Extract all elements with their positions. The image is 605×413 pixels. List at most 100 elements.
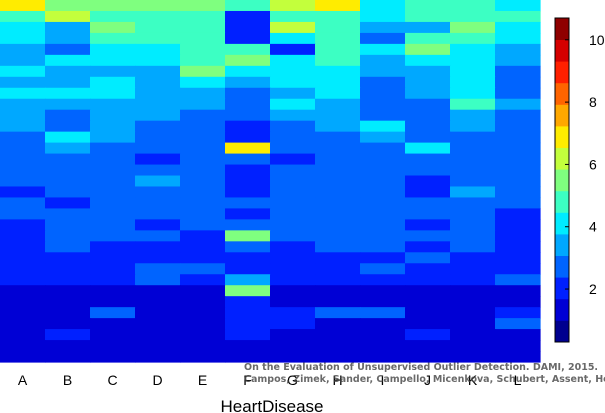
- heatmap-cell: [315, 43, 361, 56]
- heatmap-cell: [0, 263, 46, 275]
- heatmap-cell: [0, 285, 46, 297]
- heatmap-cell: [270, 329, 316, 341]
- heatmap-cell: [495, 175, 541, 188]
- heatmap-cell: [135, 307, 181, 319]
- heatmap-cell: [495, 285, 541, 297]
- x-tick-label: I: [381, 372, 385, 388]
- colorbar-segment: [555, 18, 569, 40]
- heatmap-cell: [225, 263, 271, 275]
- colorbar-segment: [555, 234, 569, 256]
- heatmap-cell: [495, 241, 541, 253]
- heatmap-cell: [495, 142, 541, 155]
- heatmap-cell: [450, 54, 496, 67]
- heatmap-cell: [450, 285, 496, 297]
- heatmap-cell: [135, 285, 181, 297]
- colorbar-tick-label: 4: [589, 219, 597, 235]
- heatmap-cell: [450, 175, 496, 188]
- heatmap-cell: [180, 164, 226, 177]
- heatmap-cell: [450, 197, 496, 210]
- heatmap-cell: [270, 351, 316, 363]
- heatmap-cell: [135, 76, 181, 89]
- heatmap-cell: [495, 307, 541, 319]
- heatmap-cell: [0, 351, 46, 363]
- heatmap-cell: [405, 98, 451, 111]
- heatmap-cell: [0, 186, 46, 199]
- heatmap-cell: [360, 153, 406, 166]
- heatmap-cell: [360, 120, 406, 133]
- heatmap-cell: [315, 98, 361, 111]
- heatmap-cell: [315, 263, 361, 275]
- heatmap-cell: [225, 241, 271, 253]
- heatmap-cell: [180, 219, 226, 231]
- heatmap-cell: [135, 318, 181, 330]
- heatmap-cell: [135, 219, 181, 231]
- heatmap-cell: [450, 142, 496, 155]
- heatmap-cell: [135, 274, 181, 286]
- heatmap-cell: [0, 208, 46, 220]
- heatmap-cell: [0, 307, 46, 319]
- heatmap-cell: [495, 208, 541, 220]
- heatmap-cell: [0, 230, 46, 242]
- heatmap-cell: [180, 131, 226, 144]
- heatmap-cell: [315, 164, 361, 177]
- heatmap-cell: [360, 109, 406, 122]
- heatmap-cell: [405, 65, 451, 78]
- heatmap-cell: [315, 10, 361, 23]
- heatmap-cell: [45, 131, 91, 144]
- heatmap-cell: [225, 43, 271, 56]
- heatmap-cell: [45, 21, 91, 34]
- heatmap-cell: [0, 241, 46, 253]
- heatmap-cell: [270, 65, 316, 78]
- heatmap-cell: [495, 76, 541, 89]
- heatmap-cell: [315, 109, 361, 122]
- heatmap-cell: [90, 98, 136, 111]
- x-tick-label: B: [63, 372, 72, 388]
- x-tick-label: F: [243, 372, 252, 388]
- x-tick-label: K: [468, 372, 478, 388]
- colorbar-segment: [555, 39, 569, 62]
- heatmap-cell: [45, 340, 91, 352]
- heatmap-cell: [315, 329, 361, 341]
- heatmap-cell: [270, 43, 316, 56]
- heatmap-cell: [495, 340, 541, 352]
- heatmap-cell: [315, 252, 361, 264]
- heatmap-cell: [405, 142, 451, 155]
- credit-line-2: Campos, Zimek, Sander, Campello, Micenko…: [244, 374, 605, 385]
- heatmap-cell: [225, 208, 271, 220]
- heatmap-cell: [495, 329, 541, 341]
- heatmap-cell: [45, 98, 91, 111]
- heatmap-cell: [225, 109, 271, 122]
- heatmap-cell: [225, 131, 271, 144]
- heatmap-cell: [270, 76, 316, 89]
- heatmap-cell: [270, 21, 316, 34]
- heatmap-cell: [90, 32, 136, 45]
- heatmap-cell: [495, 21, 541, 34]
- heatmap-cell: [360, 241, 406, 253]
- heatmap-cell: [180, 208, 226, 220]
- heatmap-cell: [0, 131, 46, 144]
- heatmap-cell: [180, 87, 226, 100]
- heatmap-cell: [315, 274, 361, 286]
- colorbar-segment: [555, 190, 569, 213]
- heatmap-cell: [450, 164, 496, 177]
- heatmap-cell: [315, 76, 361, 89]
- heatmap-cell: [135, 263, 181, 275]
- colorbar-tick-label: 2: [589, 281, 597, 297]
- heatmap-cell: [360, 131, 406, 144]
- heatmap-cell: [270, 208, 316, 220]
- x-tick-label: A: [18, 372, 28, 388]
- heatmap-cell: [225, 285, 271, 297]
- heatmap-cell: [495, 120, 541, 133]
- heatmap-cell: [225, 340, 271, 352]
- heatmap-cell: [225, 329, 271, 341]
- heatmap-cell: [135, 109, 181, 122]
- heatmap-cell: [495, 274, 541, 286]
- heatmap-cell: [225, 10, 271, 23]
- colorbar-segment: [555, 82, 569, 105]
- heatmap-cell: [180, 10, 226, 23]
- heatmap-cell: [495, 219, 541, 231]
- heatmap-cell: [315, 142, 361, 155]
- heatmap-cell: [315, 87, 361, 100]
- heatmap-cell: [90, 65, 136, 78]
- heatmap-cell: [315, 230, 361, 242]
